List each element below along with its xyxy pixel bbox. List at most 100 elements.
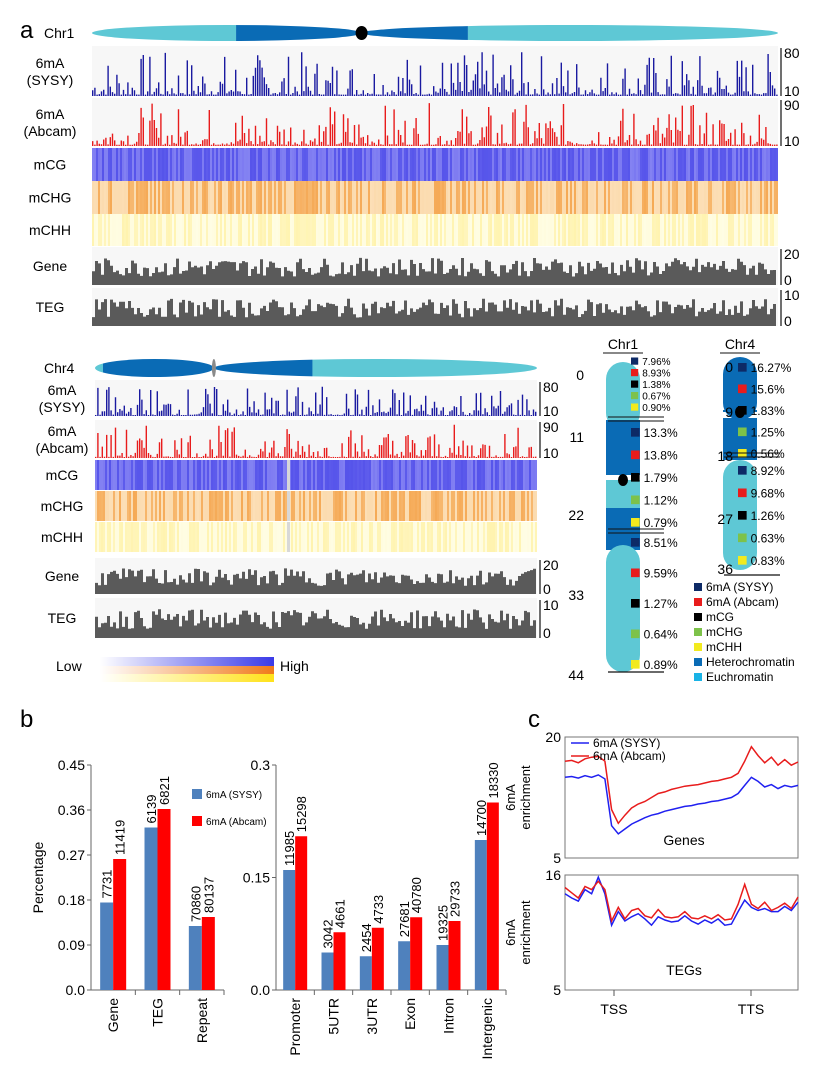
heatmap-stripe	[479, 491, 481, 521]
heatmap-stripe	[416, 148, 418, 181]
heatmap-stripe	[309, 460, 311, 490]
heatmap-stripe	[536, 181, 538, 214]
heatmap-stripe	[394, 181, 396, 214]
heatmap-stripe	[308, 148, 310, 181]
heatmap-stripe	[377, 460, 379, 490]
heatmap-stripe	[201, 460, 203, 490]
heatmap-stripe	[452, 181, 454, 214]
heatmap-stripe	[257, 460, 259, 490]
heatmap-stripe	[770, 214, 772, 246]
heatmap-stripe	[554, 181, 556, 214]
heatmap-stripe	[120, 214, 122, 246]
heatmap-stripe	[464, 181, 466, 214]
bar-data-label: 27681	[397, 901, 412, 937]
heatmap-stripe	[172, 181, 174, 214]
heatmap-stripe	[468, 148, 470, 181]
heatmap-stripe	[249, 522, 251, 552]
ideogram-axis-tick: 27	[717, 511, 733, 527]
heatmap-stripe	[126, 214, 128, 246]
ideogram-value: 1.79%	[644, 471, 678, 485]
heatmap-stripe	[572, 148, 574, 181]
ideogram-value-swatch	[631, 392, 639, 400]
heatmap-stripe	[364, 148, 366, 181]
heatmap-stripe	[204, 214, 206, 246]
heatmap-stripe	[266, 214, 268, 246]
heatmap-stripe	[285, 460, 287, 490]
heatmap-stripe	[318, 214, 320, 246]
heatmap-stripe	[650, 214, 652, 246]
heatmap-stripe	[458, 181, 460, 214]
heatmap-stripe	[485, 491, 487, 521]
heatmap-stripe	[740, 148, 742, 181]
heatmap-stripe	[774, 181, 776, 214]
legend-label: Euchromatin	[706, 670, 773, 684]
bar-data-label: 4733	[371, 895, 386, 924]
track-scale-bottom: 0	[543, 625, 551, 641]
heatmap-stripe	[170, 214, 172, 246]
x-tick-label: TTS	[738, 1001, 764, 1017]
heatmap-stripe	[126, 181, 128, 214]
heatmap-stripe	[269, 460, 271, 490]
heatmap-stripe	[316, 148, 318, 181]
heatmap-stripe	[343, 491, 345, 521]
heatmap-stripe	[756, 214, 758, 246]
heatmap-stripe	[421, 460, 423, 490]
heatmap-stripe	[417, 460, 419, 490]
heatmap-stripe	[129, 522, 131, 552]
heatmap-stripe	[407, 491, 409, 521]
heatmap-stripe	[195, 460, 197, 490]
heatmap-stripe	[473, 460, 475, 490]
heatmap-stripe	[724, 181, 726, 214]
heatmap-stripe	[355, 460, 357, 490]
heatmap-stripe	[588, 214, 590, 246]
heatmap-stripe	[189, 460, 191, 490]
heatmap-stripe	[239, 522, 241, 552]
heatmap-stripe	[275, 460, 277, 490]
heatmap-stripe	[231, 460, 233, 490]
heatmap-stripe	[291, 460, 293, 490]
heatmap-stripe	[604, 181, 606, 214]
colorbar-mCHH	[100, 674, 274, 682]
heatmap-stripe	[690, 148, 692, 181]
heatmap-stripe	[316, 181, 318, 214]
ideogram-value-swatch	[738, 511, 747, 520]
bar	[144, 827, 158, 990]
heatmap-stripe	[249, 491, 251, 521]
heatmap-stripe	[204, 148, 206, 181]
heatmap-stripe	[535, 491, 537, 521]
heatmap-stripe	[265, 522, 267, 552]
heatmap-stripe	[262, 181, 264, 214]
heatmap-stripe	[356, 148, 358, 181]
heatmap-stripe	[518, 214, 520, 246]
heatmap-stripe	[235, 522, 237, 552]
heatmap-stripe	[686, 148, 688, 181]
ideogram-axis-tick: 22	[568, 507, 584, 523]
heatmap-stripe	[271, 522, 273, 552]
heatmap-stripe	[296, 148, 298, 181]
heatmap-stripe	[390, 181, 392, 214]
heatmap-stripe	[323, 522, 325, 552]
heatmap-stripe	[250, 148, 252, 181]
heatmap-stripe	[478, 181, 480, 214]
heatmap-stripe	[299, 460, 301, 490]
heatmap-stripe	[228, 214, 230, 246]
heatmap-stripe	[412, 214, 414, 246]
heatmap-stripe	[654, 214, 656, 246]
chromosome-band	[467, 25, 778, 41]
heatmap-stripe	[345, 460, 347, 490]
heatmap-stripe	[297, 522, 299, 552]
heatmap-stripe	[180, 148, 182, 181]
heatmap-stripe	[500, 181, 502, 214]
ideogram-value-swatch	[631, 369, 639, 377]
heatmap-stripe	[714, 181, 716, 214]
heatmap-stripe	[398, 214, 400, 246]
heatmap-stripe	[680, 214, 682, 246]
heatmap-stripe	[358, 181, 360, 214]
heatmap-stripe	[175, 460, 177, 490]
heatmap-stripe	[164, 181, 166, 214]
heatmap-stripe	[702, 148, 704, 181]
ideogram-value-swatch	[631, 357, 639, 365]
heatmap-stripe	[95, 491, 97, 521]
heatmap-stripe	[146, 214, 148, 246]
heatmap-stripe	[412, 148, 414, 181]
